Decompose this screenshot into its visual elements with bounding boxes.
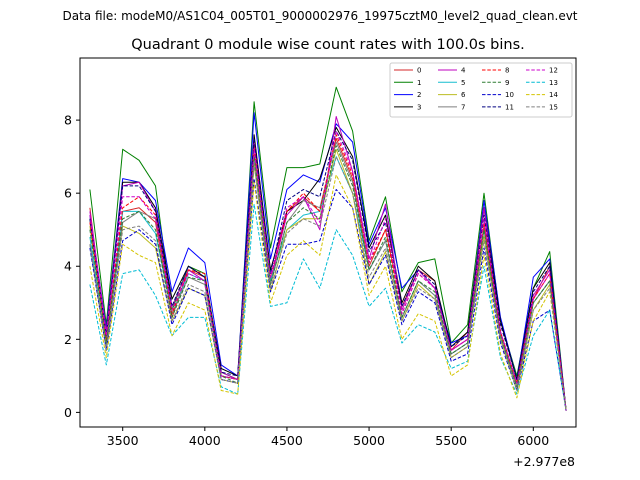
series-layer (89, 86, 567, 411)
x-tick-label: 4500 (271, 433, 303, 448)
series-line-9 (89, 145, 567, 411)
y-tick-label: 4 (64, 259, 72, 274)
legend-label-6: 6 (461, 91, 466, 99)
chart-title: Quadrant 0 module wise count rates with … (131, 37, 525, 53)
legend-label-9: 9 (505, 79, 509, 87)
x-axis-offset-label: +2.977e8 (513, 454, 575, 469)
series-line-14 (89, 174, 567, 411)
legend-label-1: 1 (417, 79, 421, 87)
x-tick-label: 5500 (435, 433, 467, 448)
legend-label-11: 11 (505, 103, 514, 111)
legend-label-2: 2 (417, 91, 421, 99)
series-line-15 (89, 156, 567, 411)
y-axis: 0 2 4 6 8 (64, 113, 80, 420)
y-tick-label: 0 (64, 405, 72, 420)
legend-label-14: 14 (549, 91, 558, 99)
x-tick-label: 3500 (107, 433, 139, 448)
legend-label-12: 12 (549, 67, 558, 75)
y-tick-label: 2 (64, 332, 72, 347)
legend-frame (389, 62, 573, 118)
series-line-13 (89, 203, 567, 411)
legend-label-13: 13 (549, 79, 558, 87)
y-tick-label: 8 (64, 113, 72, 128)
legend-label-10: 10 (505, 91, 514, 99)
legend-label-8: 8 (505, 67, 509, 75)
x-tick-label: 5000 (353, 433, 385, 448)
legend-label-5: 5 (461, 79, 465, 87)
figure-suptitle: Data file: modeM0/AS1C04_005T01_90000029… (62, 9, 577, 23)
x-tick-label: 6000 (517, 433, 549, 448)
series-line-12 (89, 130, 567, 411)
plot-area (79, 57, 577, 428)
legend-label-3: 3 (417, 103, 421, 111)
x-tick-label: 4000 (189, 433, 221, 448)
series-line-11 (89, 130, 567, 411)
legend-label-7: 7 (461, 103, 465, 111)
legend-label-0: 0 (417, 67, 421, 75)
legend-label-15: 15 (549, 103, 558, 111)
y-tick-label: 6 (64, 186, 72, 201)
x-axis: 3500 4000 4500 5000 5500 6000 (107, 427, 549, 448)
legend-label-4: 4 (461, 67, 466, 75)
series-line-10 (89, 178, 567, 411)
